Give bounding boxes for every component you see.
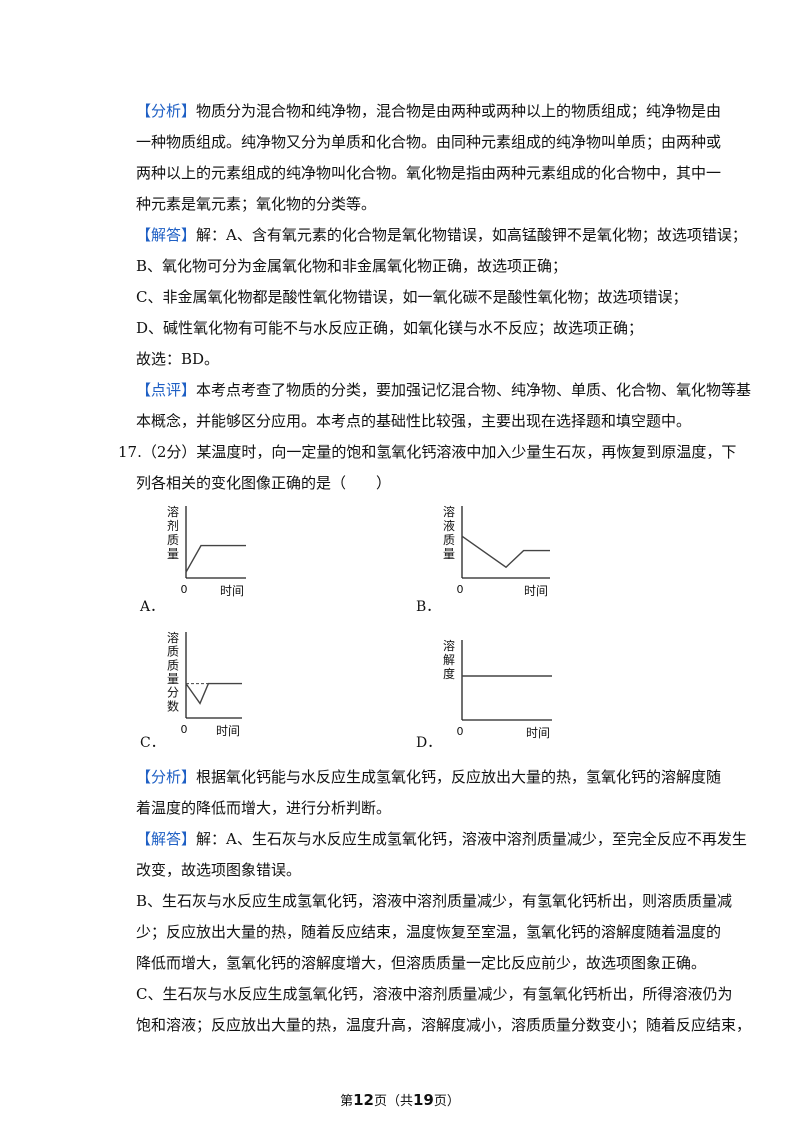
y-axis-label-char: 度 <box>443 666 455 681</box>
answer-2-line-4: 少；反应放出大量的热，随着反应结束，温度恢复至室温，氢氧化钙的溶解度随着温度的 <box>136 923 722 941</box>
analysis-2-line-1: 【分析】根据氧化钙能与水反应生成氢氧化钙，反应放出大量的热，氢氧化钙的溶解度随 <box>136 768 722 786</box>
x-axis-label: 时间 <box>216 724 240 738</box>
y-axis-label-char: 质 <box>167 645 179 659</box>
option-b-label: B． <box>416 599 441 615</box>
y-axis-label-char: 量 <box>167 672 179 686</box>
y-axis-label-char: 解 <box>443 653 455 667</box>
comment-1-line-2: 本概念，并能够区分应用。本考点的基础性比较强，主要出现在选择题和填空题中。 <box>136 412 692 430</box>
page-footer: 第12页（共19页） <box>340 1091 460 1109</box>
answer-2-line-3: B、生石灰与水反应生成氢氧化钙，溶液中溶剂质量减少，有氢氧化钙析出，则溶质质量减 <box>136 892 733 910</box>
answer-2-line-5: 降低而增大，氢氧化钙的溶解度增大，但溶质质量一定比反应前少，故选项图象正确。 <box>136 954 707 972</box>
option-c-label: C． <box>140 735 165 751</box>
answer-1-line-4: D、碱性氧化物有可能不与水反应正确，如氧化镁与水不反应；故选项正确； <box>136 319 644 337</box>
current-page: 12 <box>353 1091 374 1109</box>
y-axis-label-char: 剂 <box>167 518 179 533</box>
analysis-tag: 【分析】 <box>136 102 197 120</box>
y-axis-label-char: 量 <box>443 547 455 561</box>
graph-a: 溶剂质量 0 时间 <box>160 500 270 610</box>
y-axis-label-char: 液 <box>443 518 455 533</box>
analysis-tag: 【分析】 <box>136 768 197 786</box>
answer-1-line-1: 【解答】解：A、含有氧元素的化合物是氧化物错误，如高锰酸钾不是氧化物；故选项错误… <box>136 226 747 244</box>
y-axis-label-char: 溶 <box>167 630 179 645</box>
origin-label: 0 <box>181 583 188 596</box>
analysis-1-line-3: 两种以上的元素组成的纯净物叫化合物。氧化物是指由两种元素组成的化合物中，其中一 <box>136 164 722 182</box>
answer-2-line-7: 饱和溶液；反应放出大量的热，温度升高，溶解度减小，溶质质量分数变小；随着反应结束… <box>136 1016 752 1034</box>
y-axis-label-char: 数 <box>167 698 179 713</box>
y-axis-label-char: 质 <box>167 533 179 547</box>
analysis-1-line-4: 种元素是氧元素；氧化物的分类等。 <box>136 195 377 213</box>
answer-1-line-5: 故选：BD。 <box>136 350 220 368</box>
origin-label: 0 <box>457 725 464 738</box>
x-axis-label: 时间 <box>526 726 550 740</box>
graph-curve <box>185 682 242 705</box>
y-axis-label-char: 量 <box>167 547 179 561</box>
option-a-label: A． <box>140 599 165 615</box>
graph-c: 溶质质量分数 0 时间 <box>160 628 270 748</box>
y-axis-label-char: 质 <box>167 658 179 672</box>
question-17-line-2: 列各相关的变化图像正确的是（ ） <box>136 474 392 492</box>
y-axis-label-char: 质 <box>443 533 455 547</box>
total-pages: 19 <box>413 1091 434 1109</box>
x-axis-label: 时间 <box>220 584 244 598</box>
option-d-label: D． <box>416 735 442 751</box>
answer-tag: 【解答】 <box>136 830 197 848</box>
y-axis-label-char: 溶 <box>167 504 179 519</box>
question-17-line-1: 17.（2分）某温度时，向一定量的饱和氢氧化钙溶液中加入少量生石灰，再恢复到原温… <box>118 443 737 461</box>
origin-label: 0 <box>457 583 464 596</box>
graph-curve <box>461 535 550 569</box>
answer-1-line-2: B、氧化物可分为金属氧化物和非金属氧化物正确，故选项正确； <box>136 257 568 275</box>
comment-tag: 【点评】 <box>136 381 197 399</box>
answer-2-line-1: 【解答】解：A、生石灰与水反应生成氢氧化钙，溶液中溶剂质量减少，至完全反应不再发… <box>136 830 747 848</box>
answer-1-line-3: C、非金属氧化物都是酸性氧化物错误，如一氧化碳不是酸性氧化物；故选项错误； <box>136 288 688 306</box>
y-axis-label-char: 分 <box>167 686 179 700</box>
graph-d: 溶解度 0 时间 <box>436 632 576 747</box>
answer-2-line-6: C、生石灰与水反应生成氢氧化钙，溶液中溶剂质量减少，有氢氧化钙析出，所得溶液仍为 <box>136 985 733 1003</box>
answer-2-line-2: 改变，故选项图象错误。 <box>136 861 302 879</box>
x-axis-label: 时间 <box>524 584 548 598</box>
analysis-2-line-2: 着温度的降低而增大，进行分析判断。 <box>136 799 392 817</box>
comment-1-line-1: 【点评】本考点考查了物质的分类，要加强记忆混合物、纯净物、单质、化合物、氧化物等… <box>136 381 752 399</box>
origin-label: 0 <box>181 723 188 736</box>
graph-curve <box>185 544 246 573</box>
y-axis-label-char: 溶 <box>443 504 455 519</box>
y-axis-label-char: 溶 <box>443 638 455 653</box>
graph-b: 溶液质量 0 时间 <box>436 500 576 610</box>
analysis-1-line-1: 【分析】物质分为混合物和纯净物，混合物是由两种或两种以上的物质组成；纯净物是由 <box>136 102 722 120</box>
analysis-1-line-2: 一种物质组成。纯净物又分为单质和化合物。由同种元素组成的纯净物叫单质；由两种或 <box>136 133 722 151</box>
answer-tag: 【解答】 <box>136 226 197 244</box>
